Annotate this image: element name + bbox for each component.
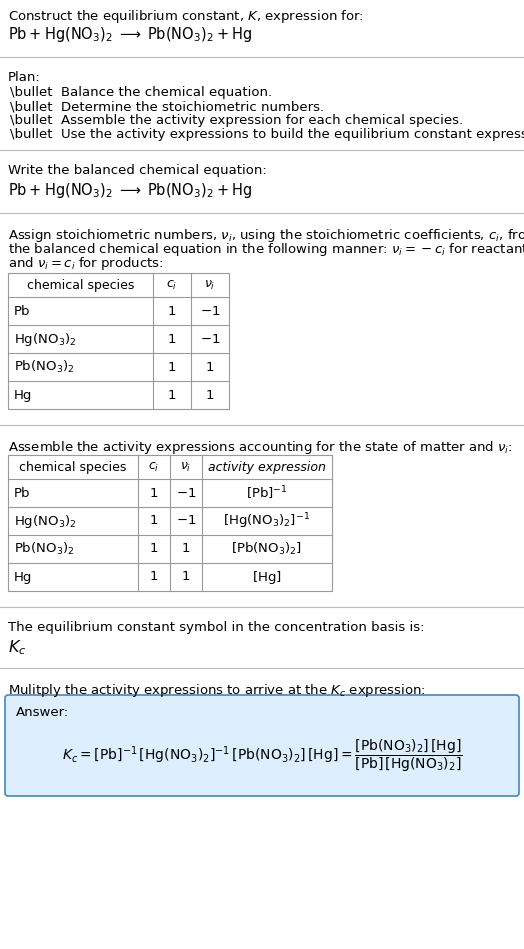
Text: 1: 1 [150, 570, 158, 584]
Bar [8, 273, 229, 409]
Text: the balanced chemical equation in the following manner: $\nu_i = -c_i$ for react: the balanced chemical equation in the fo… [8, 241, 524, 258]
Text: $K_c = [\mathrm{Pb}]^{-1}\,[\mathrm{Hg(NO_3)_2}]^{-1}\,[\mathrm{Pb(NO_3)_2}]\,[\: $K_c = [\mathrm{Pb}]^{-1}\,[\mathrm{Hg(N… [62, 737, 462, 774]
Text: $\mathrm{Pb(NO_3)_2}$: $\mathrm{Pb(NO_3)_2}$ [14, 541, 74, 557]
Text: 1: 1 [150, 514, 158, 528]
Text: chemical species: chemical species [19, 460, 127, 474]
Text: $[\mathrm{Hg(NO_3)_2}]^{-1}$: $[\mathrm{Hg(NO_3)_2}]^{-1}$ [223, 512, 311, 530]
Text: $c_i$: $c_i$ [148, 460, 160, 474]
Text: $-1$: $-1$ [200, 305, 220, 318]
Text: $\nu_i$: $\nu_i$ [204, 278, 216, 291]
Text: Answer:: Answer: [16, 706, 69, 719]
Text: $c_i$: $c_i$ [166, 278, 178, 291]
Text: Assemble the activity expressions accounting for the state of matter and $\nu_i$: Assemble the activity expressions accoun… [8, 439, 512, 456]
Text: \bullet  Use the activity expressions to build the equilibrium constant expressi: \bullet Use the activity expressions to … [10, 128, 524, 141]
Text: 1: 1 [150, 487, 158, 499]
Text: Write the balanced chemical equation:: Write the balanced chemical equation: [8, 164, 267, 177]
FancyBboxPatch shape [5, 695, 519, 796]
Text: 1: 1 [168, 388, 176, 401]
Text: $K_c$: $K_c$ [8, 638, 26, 657]
Text: $[\mathrm{Pb}]^{-1}$: $[\mathrm{Pb}]^{-1}$ [246, 484, 288, 502]
Text: $\mathrm{Pb(NO_3)_2}$: $\mathrm{Pb(NO_3)_2}$ [14, 359, 74, 375]
Text: Mulitply the activity expressions to arrive at the $K_c$ expression:: Mulitply the activity expressions to arr… [8, 682, 426, 699]
Text: $[\mathrm{Pb(NO_3)_2}]$: $[\mathrm{Pb(NO_3)_2}]$ [232, 541, 302, 557]
Text: 1: 1 [206, 361, 214, 374]
Text: $\mathrm{Hg(NO_3)_2}$: $\mathrm{Hg(NO_3)_2}$ [14, 512, 77, 530]
Text: $-1$: $-1$ [176, 514, 196, 528]
Text: $\nu_i$: $\nu_i$ [180, 460, 192, 474]
Text: $\mathrm{Pb + Hg(NO_3)_2 \;\longrightarrow\; Pb(NO_3)_2 + Hg}$: $\mathrm{Pb + Hg(NO_3)_2 \;\longrightarr… [8, 181, 252, 200]
Text: $[\mathrm{Hg}]$: $[\mathrm{Hg}]$ [252, 568, 282, 586]
Text: The equilibrium constant symbol in the concentration basis is:: The equilibrium constant symbol in the c… [8, 621, 424, 634]
Bar [8, 455, 332, 591]
Text: Plan:: Plan: [8, 71, 41, 84]
Text: $-1$: $-1$ [200, 332, 220, 345]
Text: Pb: Pb [14, 305, 30, 318]
Text: $\mathrm{Hg(NO_3)_2}$: $\mathrm{Hg(NO_3)_2}$ [14, 330, 77, 347]
Text: Hg: Hg [14, 388, 32, 401]
Text: $-1$: $-1$ [176, 487, 196, 499]
Text: $\mathrm{Pb + Hg(NO_3)_2 \;\longrightarrow\; Pb(NO_3)_2 + Hg}$: $\mathrm{Pb + Hg(NO_3)_2 \;\longrightarr… [8, 25, 252, 44]
Text: 1: 1 [182, 543, 190, 555]
Text: chemical species: chemical species [27, 278, 134, 291]
Text: Pb: Pb [14, 487, 30, 499]
Text: 1: 1 [168, 332, 176, 345]
Text: \bullet  Determine the stoichiometric numbers.: \bullet Determine the stoichiometric num… [10, 100, 324, 113]
Text: \bullet  Balance the chemical equation.: \bullet Balance the chemical equation. [10, 86, 272, 99]
Text: and $\nu_i = c_i$ for products:: and $\nu_i = c_i$ for products: [8, 255, 163, 272]
Text: activity expression: activity expression [208, 460, 326, 474]
Text: 1: 1 [168, 361, 176, 374]
Text: Hg: Hg [14, 570, 32, 584]
Text: Construct the equilibrium constant, $K$, expression for:: Construct the equilibrium constant, $K$,… [8, 8, 364, 25]
Text: 1: 1 [206, 388, 214, 401]
Text: 1: 1 [150, 543, 158, 555]
Text: \bullet  Assemble the activity expression for each chemical species.: \bullet Assemble the activity expression… [10, 114, 463, 127]
Text: 1: 1 [182, 570, 190, 584]
Text: Assign stoichiometric numbers, $\nu_i$, using the stoichiometric coefficients, $: Assign stoichiometric numbers, $\nu_i$, … [8, 227, 524, 244]
Text: 1: 1 [168, 305, 176, 318]
